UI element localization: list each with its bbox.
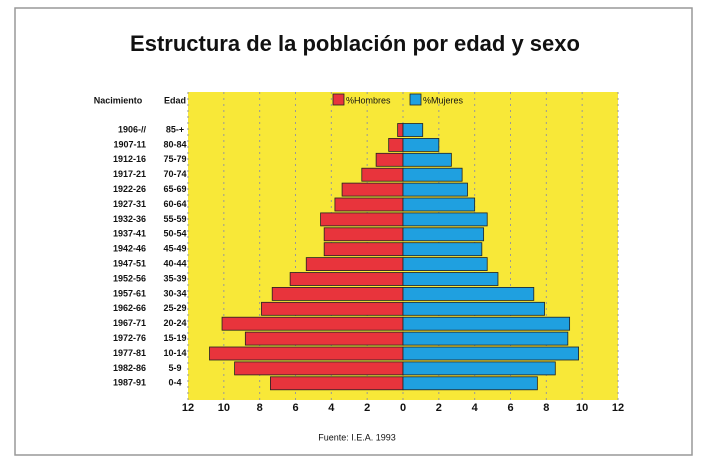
bar	[221, 316, 404, 331]
bar	[305, 257, 404, 272]
x-tick-label: 4	[328, 402, 335, 414]
x-tick-label: 8	[543, 402, 549, 414]
source: Fuente: I.E.A. 1993	[318, 432, 396, 442]
age-label: 50-54	[163, 229, 186, 239]
x-tick-label: 2	[364, 402, 370, 414]
x-tick-label: 10	[218, 402, 230, 414]
bar	[320, 212, 404, 227]
x-tick-label: 8	[257, 402, 263, 414]
birth-label: 1967-71	[113, 318, 146, 328]
bar	[402, 376, 538, 391]
x-tick-label: 4	[472, 402, 479, 414]
birth-label: 1962-66	[113, 303, 146, 313]
bar	[402, 212, 488, 227]
bar	[402, 137, 440, 152]
bar	[402, 316, 571, 331]
birth-label: 1912-16	[113, 154, 146, 164]
birth-label: 1932-36	[113, 214, 146, 224]
age-label: 65-69	[163, 184, 186, 194]
birth-label: 1987-91	[113, 378, 146, 388]
birth-label: 1977-81	[113, 348, 146, 358]
birth-label: 1982-86	[113, 363, 146, 373]
age-label: 0-4	[168, 378, 181, 388]
bar	[402, 182, 468, 197]
bar	[402, 152, 452, 167]
birth-label: 1937-41	[113, 229, 146, 239]
legend-label: %Hombres	[346, 95, 391, 105]
age-label: 40-44	[163, 258, 186, 268]
birth-header: Nacimiento	[94, 95, 143, 105]
age-label: 25-29	[163, 303, 186, 313]
bar	[402, 123, 424, 137]
bar	[375, 152, 404, 167]
bar	[402, 331, 569, 346]
bar	[402, 286, 535, 301]
bar	[334, 197, 404, 212]
age-label: 60-64	[163, 199, 186, 209]
birth-label: 1906-//	[118, 124, 147, 134]
bar	[402, 167, 463, 182]
age-label: 30-34	[163, 288, 186, 298]
legend-swatch	[332, 93, 345, 106]
legend-swatch	[409, 93, 422, 106]
x-tick-label: 2	[436, 402, 442, 414]
x-tick-label: 12	[612, 402, 624, 414]
x-tick-label: 6	[292, 402, 298, 414]
bar	[341, 182, 404, 197]
bar	[397, 123, 404, 137]
bar	[234, 361, 404, 376]
age-label: 20-24	[163, 318, 186, 328]
birth-label: 1907-11	[113, 139, 146, 149]
bar	[289, 272, 404, 286]
bar	[244, 331, 404, 346]
bar	[402, 346, 579, 361]
age-label: 35-39	[163, 273, 186, 283]
birth-label: 1952-56	[113, 273, 146, 283]
bar	[361, 167, 404, 182]
bar	[402, 272, 499, 286]
bar	[270, 376, 404, 391]
age-label: 55-59	[163, 214, 186, 224]
bar	[261, 301, 404, 316]
birth-label: 1942-46	[113, 244, 146, 254]
x-tick-label: 10	[576, 402, 588, 414]
chart-title: Estructura de la población por edad y se…	[130, 31, 580, 56]
birth-label: 1972-76	[113, 333, 146, 343]
x-tick-label: 0	[400, 402, 406, 414]
age-label: 5-9	[168, 363, 181, 373]
bar	[402, 197, 476, 212]
age-label: 15-19	[163, 333, 186, 343]
bar	[402, 301, 545, 316]
age-label: 80-84	[163, 139, 186, 149]
age-header: Edad	[164, 95, 186, 105]
bar	[402, 242, 483, 257]
legend-label: %Mujeres	[423, 95, 464, 105]
birth-label: 1927-31	[113, 199, 146, 209]
bar	[402, 227, 485, 242]
age-label: 10-14	[163, 348, 186, 358]
bar	[209, 346, 404, 361]
age-label: 75-79	[163, 154, 186, 164]
bar	[402, 361, 556, 376]
age-label: 70-74	[163, 169, 186, 179]
age-label: 45-49	[163, 244, 186, 254]
bar	[271, 286, 404, 301]
bar	[323, 227, 404, 242]
bar	[388, 137, 404, 152]
birth-label: 1957-61	[113, 288, 146, 298]
bar	[402, 257, 488, 272]
age-label: 85-+	[166, 124, 184, 134]
birth-label: 1922-26	[113, 184, 146, 194]
bar	[323, 242, 404, 257]
x-tick-label: 12	[182, 402, 194, 414]
birth-label: 1917-21	[113, 169, 146, 179]
x-tick-label: 6	[507, 402, 513, 414]
birth-label: 1947-51	[113, 258, 146, 268]
